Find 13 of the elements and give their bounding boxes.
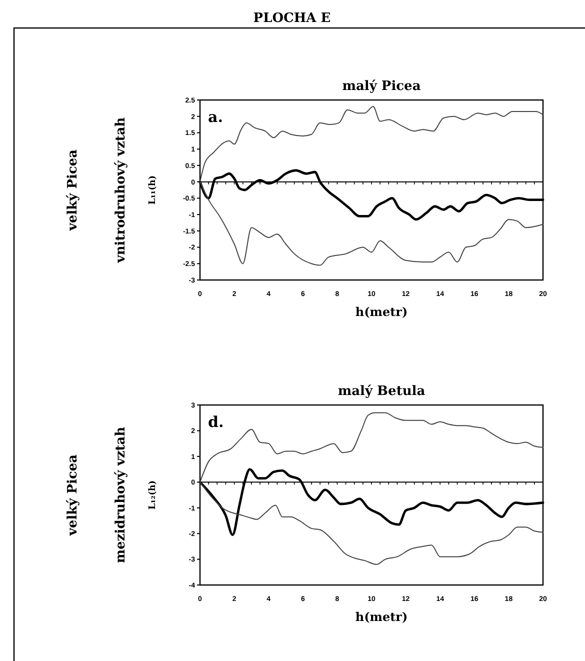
text: velký Picea	[66, 148, 81, 232]
text: mezidruhový vztah	[114, 426, 129, 564]
y-axis-title: L₁₁(h)	[148, 175, 158, 205]
x-axis-title: h(metr)	[355, 610, 408, 624]
x-axis-title: h(metr)	[355, 305, 408, 319]
text: velký Picea	[66, 454, 81, 537]
annotation: d.	[208, 413, 224, 431]
text: vnitrodruhový vztah	[114, 116, 129, 264]
chart-subtitle: malý Betula	[338, 384, 426, 399]
chart-subtitle: malý Picea	[342, 79, 422, 94]
annotation: a.	[208, 108, 223, 126]
chart-title: PLOCHA E	[253, 11, 331, 26]
y-axis-title: L₁₂(h)	[148, 480, 158, 510]
